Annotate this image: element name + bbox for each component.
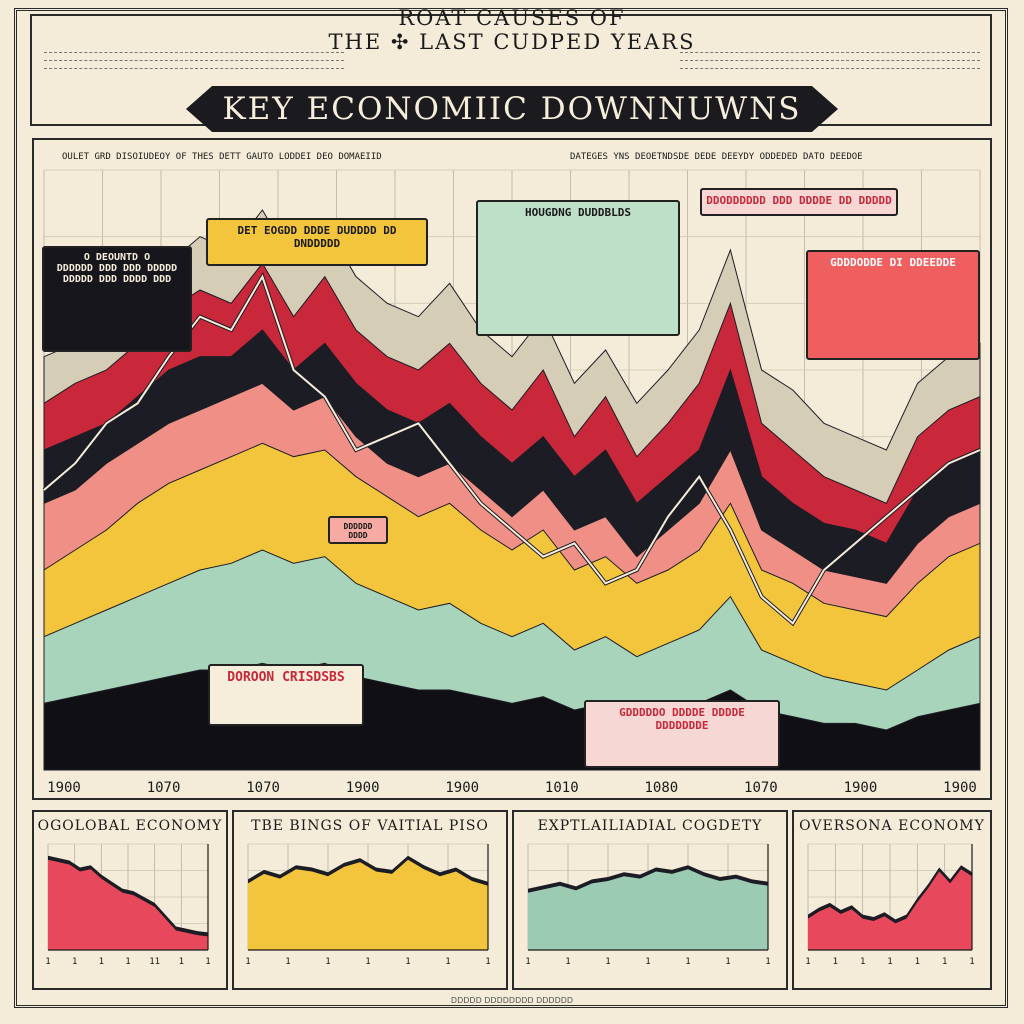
x-tick-label: 1070 <box>744 780 778 796</box>
mini-x-tick: 1 <box>285 957 290 967</box>
mini-x-tick: 1 <box>915 957 920 967</box>
panel-vaitial-piso: TBE BINGS OF VAITIAL PISO 1 1 1 1 1 1 1 <box>232 810 508 990</box>
mini-x-tick: 1 <box>969 957 974 967</box>
mini-x-tick: 1 <box>645 957 650 967</box>
panel-cogdety: EXPTLAILIADIAL COGDETY 1 1 1 1 1 1 1 <box>512 810 788 990</box>
mini-chart-3: 1 1 1 1 1 1 1 <box>525 843 771 967</box>
x-tick-label: 1900 <box>47 780 81 796</box>
mini-x-tick: 1 <box>179 957 184 967</box>
x-tick-label: 1070 <box>246 780 280 796</box>
mini-x-tick: 1 <box>125 957 130 967</box>
callout-yellow: DET EOGDD DDDE DUDDDD DD DNDDDDD <box>206 218 428 266</box>
x-tick-label: 1080 <box>644 780 678 796</box>
mini-x-tick: 1 <box>860 957 865 967</box>
callout-housing: HOUGDNG DUDDBLDS <box>476 200 680 336</box>
mini-x-tick: 1 <box>685 957 690 967</box>
mini-x-tick: 1 <box>942 957 947 967</box>
mini-x-tick: 1 <box>405 957 410 967</box>
mini-x-tick: 1 <box>365 957 370 967</box>
overlay-line <box>43 274 981 625</box>
mini-area <box>248 859 488 950</box>
mini-x-tick: 1 <box>99 957 104 967</box>
x-tick-label: 1900 <box>346 780 380 796</box>
panel-title-3: EXPTLAILIADIAL COGDETY <box>537 818 763 834</box>
mini-x-tick: 1 <box>805 957 810 967</box>
mini-chart-4: 1 1 1 1 1 1 1 <box>805 843 975 967</box>
callout-crisis: DOROON CRISDSBS <box>208 664 364 726</box>
footer-note: DDDDD DDDDDDDD DDDDDD <box>450 996 574 1005</box>
callout-pink-top: DDODDDDDD DDD DDDDE DD DDDDD <box>700 188 898 216</box>
mini-x-tick: 1 <box>887 957 892 967</box>
callout-red: GDDDODDE DI DDEEDDE <box>806 250 980 360</box>
callout-black: O DEOUNTD O DDDDDD DDD DDD DDDDD DDDDD D… <box>42 246 192 352</box>
super-title-line1: ROAT CAUSES OF <box>398 6 626 30</box>
mini-x-tick: 1 <box>205 957 210 967</box>
mini-x-tick: 1 <box>45 957 50 967</box>
x-tick-label: 1900 <box>844 780 878 796</box>
mini-x-tick: 1 <box>325 957 330 967</box>
mini-chart-1: 1 1 1 1 11 1 1 <box>45 843 211 967</box>
x-tick-label: 1900 <box>445 780 479 796</box>
x-tick-label: 1900 <box>943 780 977 796</box>
mini-x-tick: 1 <box>765 957 770 967</box>
panel-global-economy: OGOLOBAL ECONOMY 1 1 1 1 11 1 1 <box>32 810 228 990</box>
panel-oversona-economy: OVERSONA ECONOMY 1 1 1 1 1 1 1 <box>792 810 992 990</box>
chart-title: KEY ECONOMIIC DOWNNUWNS <box>186 86 838 132</box>
mini-x-tick: 1 <box>605 957 610 967</box>
mini-area <box>48 859 208 950</box>
mini-area <box>528 869 768 950</box>
mini-x-tick: 1 <box>725 957 730 967</box>
mini-x-tick: 1 <box>833 957 838 967</box>
panel-title-4: OVERSONA ECONOMY <box>799 818 985 834</box>
mini-chart-2: 1 1 1 1 1 1 1 <box>245 843 491 967</box>
mini-x-tick: 1 <box>245 957 250 967</box>
mini-x-tick: 1 <box>565 957 570 967</box>
mini-area <box>808 869 972 950</box>
panel-title-1: OGOLOBAL ECONOMY <box>37 818 223 834</box>
mini-x-tick: 1 <box>445 957 450 967</box>
subtitle-right: DATEGES YNS DEOETNDSDE DEDE DEEYDY ODDED… <box>570 152 863 162</box>
panel-title-2: TBE BINGS OF VAITIAL PISO <box>251 818 489 834</box>
callout-pink-bottom: GDDDDDO DDDDE DDDDE DDDDDDDE <box>584 700 780 768</box>
callout-small-pink: DDDDDD DDDD <box>328 516 388 544</box>
x-tick-label: 1010 <box>545 780 579 796</box>
subtitle-left: OULET GRD DISOIUDEOY OF THES DETT GAUTO … <box>62 152 382 162</box>
super-title-line2: THE ✣ LAST CUDPED YEARS <box>328 30 696 54</box>
mini-x-tick: 1 <box>485 957 490 967</box>
outer-frame <box>14 8 1008 1008</box>
x-tick-label: 1070 <box>147 780 181 796</box>
mini-x-tick: 11 <box>149 957 160 967</box>
mini-x-tick: 1 <box>525 957 530 967</box>
mini-x-tick: 1 <box>72 957 77 967</box>
